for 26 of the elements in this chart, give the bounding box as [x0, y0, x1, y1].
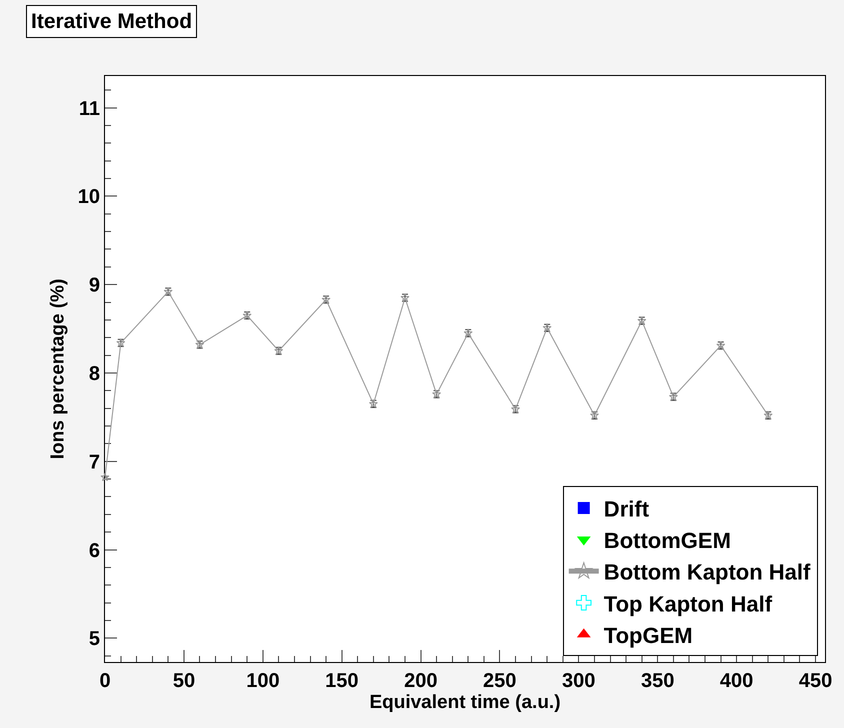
- y-tick-label: 6: [88, 540, 100, 562]
- legend-label: TopGEM: [604, 622, 693, 648]
- x-tick-label: 450: [798, 670, 832, 692]
- y-axis-title: Ions percentage (%): [48, 278, 69, 460]
- x-tick-label: 400: [720, 670, 754, 692]
- x-axis-title: Equivalent time (a.u.): [369, 692, 561, 713]
- legend-label: Top Kapton Half: [604, 591, 773, 616]
- legend-label: BottomGEM: [604, 528, 731, 554]
- x-tick-label: 50: [172, 670, 196, 692]
- chart-title: Iterative Method: [31, 10, 192, 33]
- legend-label: Bottom Kapton Half: [604, 560, 812, 585]
- x-tick-label: 250: [483, 670, 516, 692]
- x-tick-label: 350: [640, 670, 674, 692]
- y-tick-label: 9: [88, 274, 100, 297]
- x-tick-label: 300: [562, 670, 596, 692]
- y-tick-label: 8: [88, 362, 100, 385]
- x-tick-label: 0: [99, 670, 111, 692]
- x-tick-label: 100: [246, 670, 280, 692]
- y-tick-label: 11: [78, 98, 100, 120]
- y-tick-label: 5: [88, 628, 100, 650]
- x-tick-label: 200: [404, 670, 438, 692]
- point: [100, 472, 110, 482]
- legend-label: Drift: [604, 496, 650, 522]
- y-tick-label: 10: [78, 186, 100, 208]
- y-tick-label: 7: [88, 451, 100, 474]
- x-tick-label: 150: [325, 670, 359, 692]
